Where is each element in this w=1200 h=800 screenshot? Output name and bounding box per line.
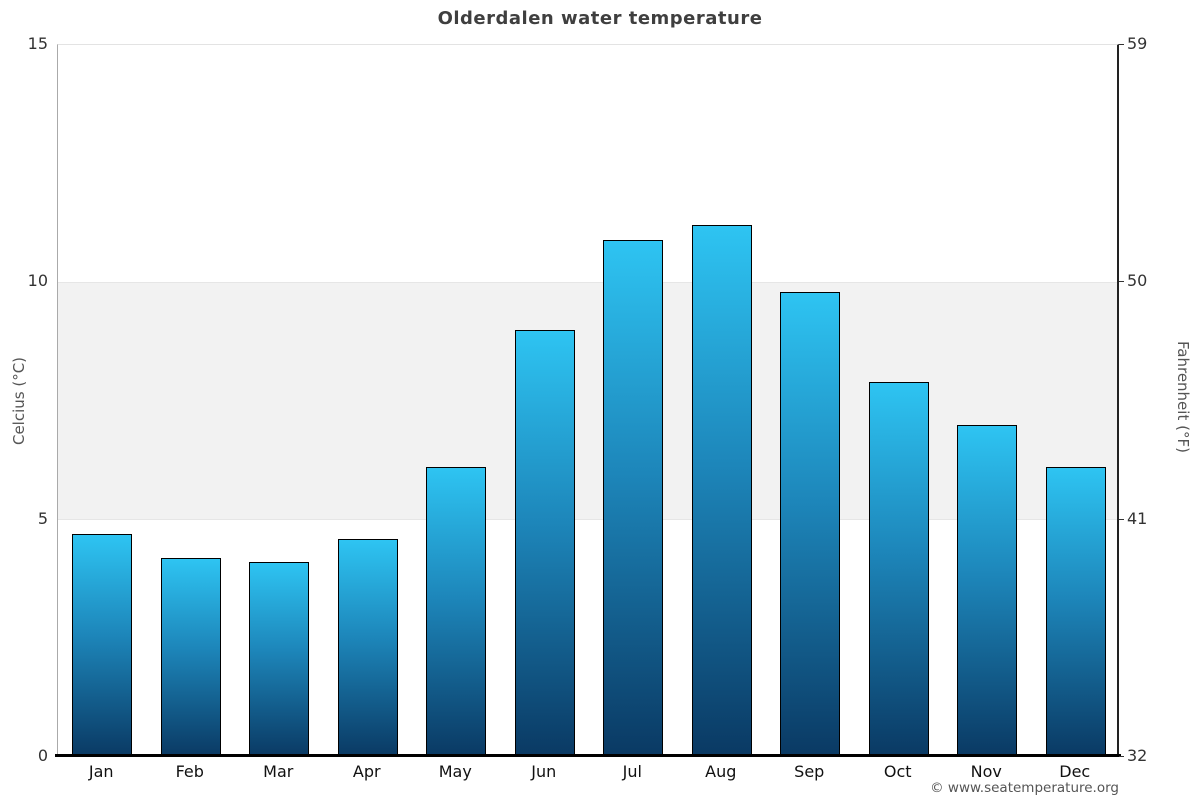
bar-apr [337,538,398,757]
x-tick-sep: Sep [794,762,825,781]
bar-nov [957,424,1018,757]
copyright-link[interactable]: © www.seatemperature.org [930,780,1119,796]
x-tick-may: May [438,762,472,781]
y-tick-left-5: 5 [37,508,48,528]
x-tick-mar: Mar [263,762,294,781]
y-tick-left-10: 10 [27,271,48,291]
y-tick-left-15: 15 [27,34,48,53]
y-tick-mark-right-41 [1119,518,1124,520]
x-tick-oct: Oct [883,762,912,781]
x-tick-dec: Dec [1059,762,1091,781]
y-axis-right-title: Fahrenheit (°F) [1174,341,1192,453]
bar-dec [1045,467,1106,757]
x-tick-jul: Jul [622,762,642,781]
y-tick-left-0: 0 [37,746,48,765]
x-axis-baseline [55,754,1121,757]
bar-sep [780,291,841,757]
x-tick-apr: Apr [352,762,381,781]
y-tick-mark-right-59 [1119,44,1124,45]
bar-aug [691,225,752,757]
y-tick-right-32: 32 [1127,746,1148,765]
bar-jun [514,329,575,757]
y-tick-right-50: 50 [1127,271,1148,291]
y-tick-mark-right-50 [1119,281,1124,283]
bar-may [426,467,487,757]
bar-jan [72,533,133,757]
x-tick-nov: Nov [970,762,1002,781]
bar-mar [249,562,310,757]
y-tick-mark-right-32 [1119,756,1124,757]
x-tick-feb: Feb [175,762,204,781]
y-tick-right-59: 59 [1127,34,1148,53]
bar-oct [868,382,929,757]
plot-area [57,44,1119,757]
x-tick-jun: Jun [531,762,557,781]
y-axis-left-title: Celcius (°C) [10,356,28,446]
x-tick-jan: Jan [88,762,114,781]
y-tick-right-41: 41 [1127,508,1148,528]
x-tick-aug: Aug [705,762,737,781]
chart-title: Olderdalen water temperature [437,8,763,29]
shaded-band-5-10 [58,282,1117,520]
bar-jul [603,239,664,757]
bar-feb [160,557,221,757]
